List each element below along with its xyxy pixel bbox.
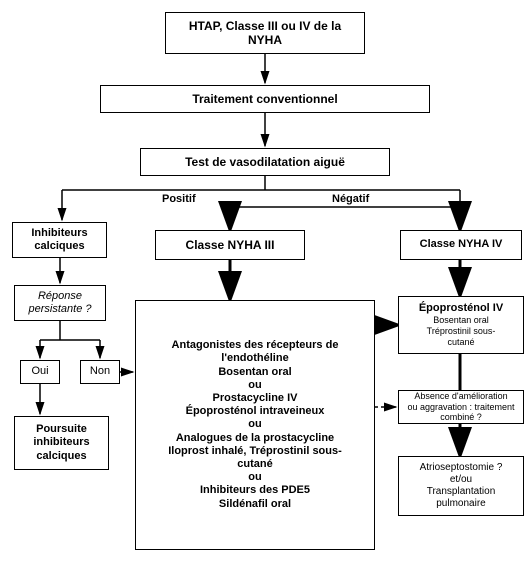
node-n12: Époprosténol IVBosentan oralTréprostinil…: [398, 296, 524, 354]
node-n10: Poursuiteinhibiteurscalciques: [14, 416, 109, 470]
node-text: Non: [90, 365, 110, 378]
node-text: ou: [248, 379, 261, 392]
node-text: Oui: [31, 365, 48, 378]
node-n2: Traitement conventionnel: [100, 85, 430, 113]
node-text: l'endothéline: [221, 352, 288, 365]
node-text: Analogues de la prostacycline: [176, 432, 334, 445]
node-text: calciques: [36, 450, 86, 463]
node-text: Bosentan oral: [218, 366, 291, 379]
node-text: Réponse: [38, 290, 82, 303]
node-subtext: Bosentan oral: [433, 315, 489, 326]
node-text: Sildénafil oral: [219, 498, 291, 511]
label-negatif: Négatif: [330, 193, 371, 205]
node-n13: Absence d'améliorationou aggravation : t…: [398, 390, 524, 424]
node-text: calciques: [34, 240, 84, 253]
node-text: Prostacycline IV: [213, 392, 298, 405]
node-n9: Non: [80, 360, 120, 384]
node-text: cutané: [237, 458, 272, 471]
node-n6: Classe NYHA IV: [400, 230, 522, 260]
node-n1: HTAP, Classe III ou IV de laNYHA: [165, 12, 365, 54]
node-text: Atrioseptostomie ?: [420, 462, 503, 474]
node-subtext: Tréprostinil sous-: [427, 326, 496, 337]
node-text: ou: [248, 418, 261, 431]
label-positif: Positif: [160, 193, 198, 205]
node-n4: Inhibiteurscalciques: [12, 222, 107, 258]
node-n14: Atrioseptostomie ?et/ouTransplantationpu…: [398, 456, 524, 516]
node-n3: Test de vasodilatation aiguë: [140, 148, 390, 176]
node-n7: Réponsepersistante ?: [14, 285, 106, 321]
node-n8: Oui: [20, 360, 60, 384]
node-text: Absence d'amélioration: [414, 391, 507, 402]
node-text: ou aggravation : traitement: [407, 402, 514, 413]
node-text: Poursuite: [36, 423, 87, 436]
node-text: Classe NYHA III: [186, 238, 275, 252]
node-text: Transplantation: [427, 486, 496, 498]
node-text: Iloprost inhalé, Tréprostinil sous-: [168, 445, 342, 458]
node-text: Antagonistes des récepteurs de: [172, 339, 339, 352]
node-subtext: cutané: [447, 337, 474, 348]
node-text: Classe NYHA IV: [420, 238, 503, 251]
node-text: et/ou: [450, 474, 472, 486]
node-text: combiné ?: [440, 412, 482, 423]
node-text: persistante ?: [29, 303, 92, 316]
node-text: ou: [248, 471, 261, 484]
node-text: Inhibiteurs: [31, 227, 87, 240]
node-text: NYHA: [248, 33, 282, 47]
node-text: pulmonaire: [436, 498, 485, 510]
node-text: Test de vasodilatation aiguë: [185, 155, 345, 169]
node-text: Traitement conventionnel: [192, 92, 337, 106]
node-n5: Classe NYHA III: [155, 230, 305, 260]
node-text: Inhibiteurs des PDE5: [200, 484, 310, 497]
node-text: inhibiteurs: [33, 436, 89, 449]
node-text: HTAP, Classe III ou IV de la: [189, 19, 341, 33]
node-n11: Antagonistes des récepteurs del'endothél…: [135, 300, 375, 550]
node-text: Époprosténol IV: [419, 302, 503, 315]
node-text: Époprosténol intraveineux: [186, 405, 325, 418]
